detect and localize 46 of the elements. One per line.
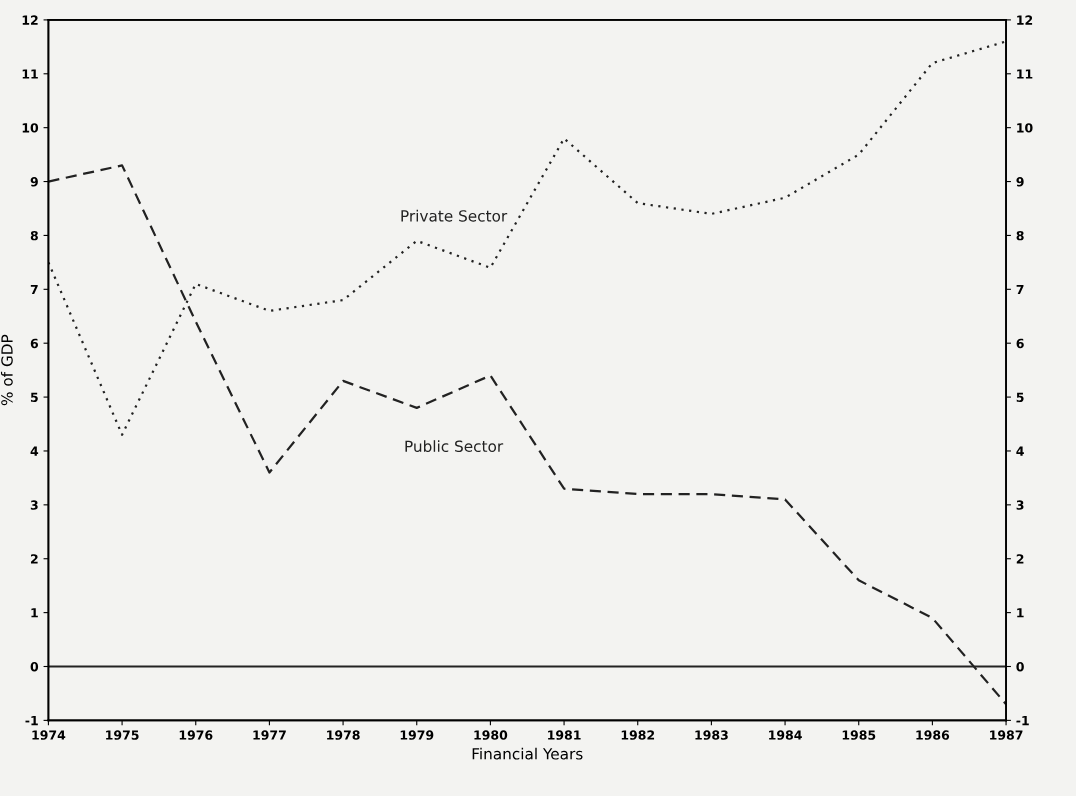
x-tick-label: 1981 — [548, 730, 581, 740]
y2-tick-label: 10 — [1017, 123, 1033, 133]
y-tick-label: 10 — [22, 123, 39, 133]
x-tick-label: 1987 — [990, 730, 1023, 740]
y-tick-label: 4 — [30, 446, 39, 456]
y-tick-label: 5 — [30, 392, 38, 403]
x-tick-label: 1978 — [327, 730, 360, 740]
y2-tick-label: 8 — [1016, 230, 1024, 241]
y-tick-label: 11 — [22, 69, 38, 79]
y2-tick-label: 9 — [1016, 177, 1024, 187]
y-tick-label: 2 — [30, 554, 38, 564]
y-tick-label: 1 — [31, 608, 38, 618]
x-tick-label: 1984 — [769, 730, 802, 740]
y2-tick-label: 0 — [1016, 661, 1024, 672]
y-tick-label: 6 — [30, 338, 39, 349]
y2-tick-label: 4 — [1016, 446, 1024, 456]
x-tick-label: 1985 — [842, 730, 876, 740]
y-axis-title: % of GDP — [0, 334, 13, 406]
x-tick-label: 1977 — [253, 730, 286, 740]
y-tick-label: 7 — [30, 284, 38, 295]
x-tick-label: 1986 — [916, 730, 950, 740]
x-tick-label: 1982 — [621, 730, 655, 740]
series-label: Public Sector — [405, 440, 504, 453]
series-label: Private Sector — [401, 209, 508, 222]
y2-tick-label: 7 — [1016, 284, 1024, 295]
y-tick-label: 12 — [22, 15, 38, 25]
y2-tick-label: 2 — [1016, 554, 1024, 564]
y-tick-label: 9 — [30, 177, 38, 187]
x-tick-label: 1974 — [32, 730, 66, 740]
x-tick-label: 1976 — [179, 730, 213, 740]
y2-tick-label: 11 — [1017, 69, 1033, 79]
x-tick-label: 1980 — [474, 730, 508, 740]
y-tick-label: 3 — [30, 500, 38, 510]
y2-tick-label: 12 — [1017, 15, 1033, 25]
y2-tick-label: 5 — [1016, 392, 1024, 403]
y2-tick-label: 6 — [1016, 338, 1024, 349]
x-tick-label: 1979 — [400, 730, 434, 740]
y-tick-label: -1 — [25, 716, 38, 726]
y2-tick-label: 3 — [1016, 500, 1024, 510]
y-tick-label: 8 — [30, 230, 38, 241]
x-tick-label: 1983 — [695, 730, 728, 740]
y2-tick-label: 1 — [1017, 608, 1024, 618]
x-axis-title: Financial Years — [472, 747, 583, 760]
x-tick-label: 1975 — [106, 730, 139, 740]
y-tick-label: 0 — [30, 661, 39, 672]
y2-tick-label: -1 — [1016, 716, 1029, 726]
